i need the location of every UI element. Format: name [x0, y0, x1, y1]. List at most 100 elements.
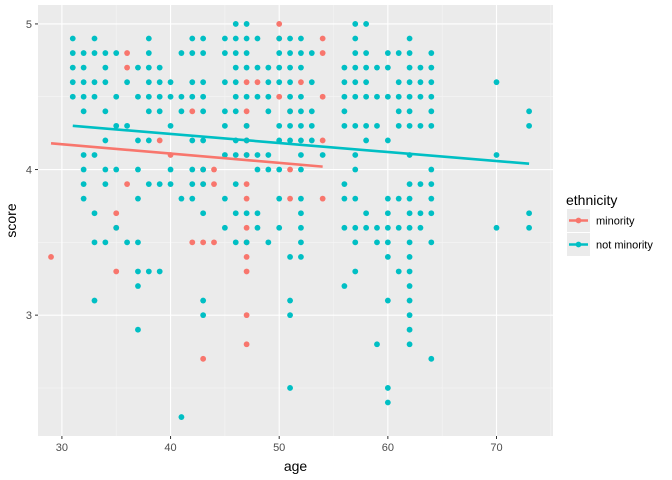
data-point-not-minority [406, 195, 413, 202]
data-point-not-minority [526, 224, 532, 231]
data-point-not-minority [145, 108, 152, 115]
data-point-not-minority [319, 152, 326, 158]
data-point-not-minority [384, 50, 391, 56]
data-point-not-minority [113, 122, 120, 129]
data-point-not-minority [91, 239, 98, 246]
y-axis-ticks: 3 4 5 [26, 19, 38, 322]
data-point-not-minority [428, 355, 435, 362]
legend: ethnicity minority not minority [566, 192, 653, 256]
data-point-not-minority [352, 122, 359, 129]
data-point-not-minority [374, 122, 380, 129]
data-point-not-minority [384, 297, 391, 304]
data-point-minority [189, 108, 196, 115]
data-point-not-minority [384, 224, 391, 231]
data-point-not-minority [406, 268, 413, 275]
data-point-not-minority [384, 210, 391, 217]
data-point-not-minority [276, 224, 283, 231]
data-point-not-minority [395, 50, 402, 56]
data-point-not-minority [91, 93, 98, 100]
data-point-not-minority [135, 195, 141, 202]
data-point-minority [113, 210, 120, 217]
data-point-not-minority [395, 108, 402, 115]
x-tick-label: 30 [56, 442, 68, 454]
data-point-not-minority [428, 122, 435, 129]
data-point-not-minority [352, 239, 359, 246]
data-point-not-minority [200, 210, 207, 217]
data-point-not-minority [298, 224, 304, 231]
data-point-not-minority [406, 64, 413, 71]
data-point-not-minority [363, 93, 370, 100]
data-point-not-minority [232, 108, 239, 115]
data-point-not-minority [374, 64, 380, 71]
data-point-not-minority [113, 166, 120, 173]
data-point-minority [211, 239, 217, 246]
data-point-minority [319, 93, 326, 100]
data-point-not-minority [135, 268, 141, 275]
data-point-not-minority [232, 93, 239, 100]
data-point-not-minority [406, 312, 413, 319]
data-point-not-minority [221, 35, 228, 42]
x-axis-title: age [284, 458, 308, 474]
data-point-not-minority [167, 79, 174, 86]
data-point-not-minority [406, 341, 413, 348]
data-point-not-minority [341, 181, 348, 187]
data-point-not-minority [287, 254, 293, 260]
legend-label-minority: minority [596, 216, 635, 228]
data-point-minority [189, 239, 196, 246]
data-point-not-minority [243, 210, 250, 217]
data-point-not-minority [384, 399, 391, 406]
data-point-not-minority [406, 224, 413, 231]
data-point-not-minority [341, 283, 348, 289]
data-point-not-minority [384, 385, 391, 391]
data-point-not-minority [428, 210, 435, 217]
data-point-minority [243, 312, 250, 319]
data-point-not-minority [352, 195, 359, 202]
data-point-not-minority [341, 224, 348, 231]
data-point-minority [243, 254, 250, 260]
data-point-not-minority [69, 35, 76, 42]
data-point-not-minority [135, 64, 141, 71]
data-point-minority [124, 64, 130, 71]
data-point-not-minority [395, 79, 402, 86]
data-point-not-minority [156, 79, 163, 86]
data-point-not-minority [341, 79, 348, 86]
x-tick-label: 40 [164, 442, 176, 454]
data-point-not-minority [232, 181, 239, 187]
data-point-not-minority [287, 64, 293, 71]
data-point-minority [319, 137, 326, 144]
data-point-minority [48, 254, 54, 260]
data-point-not-minority [178, 93, 185, 100]
data-point-not-minority [145, 93, 152, 100]
data-point-not-minority [80, 79, 87, 86]
data-point-not-minority [287, 35, 293, 42]
data-point-not-minority [526, 122, 532, 129]
data-point-not-minority [102, 64, 109, 71]
data-point-not-minority [167, 93, 174, 100]
data-point-minority [298, 79, 304, 86]
data-point-not-minority [145, 181, 152, 187]
data-point-not-minority [80, 50, 87, 56]
data-point-not-minority [352, 64, 359, 71]
data-point-not-minority [276, 35, 283, 42]
data-point-not-minority [91, 152, 98, 158]
data-point-not-minority [406, 297, 413, 304]
data-point-not-minority [384, 195, 391, 202]
data-point-minority [200, 355, 207, 362]
data-point-not-minority [352, 93, 359, 100]
data-point-not-minority [406, 239, 413, 246]
data-point-not-minority [221, 122, 228, 129]
data-point-not-minority [406, 326, 413, 333]
data-point-not-minority [395, 93, 402, 100]
data-point-minority [276, 93, 283, 100]
data-point-not-minority [417, 181, 424, 187]
data-point-not-minority [493, 152, 500, 158]
data-point-not-minority [221, 224, 228, 231]
data-point-not-minority [243, 50, 250, 56]
data-point-not-minority [298, 50, 304, 56]
data-point-minority [124, 50, 130, 56]
data-point-not-minority [189, 166, 196, 173]
data-point-not-minority [341, 64, 348, 71]
data-point-not-minority [145, 268, 152, 275]
data-point-not-minority [406, 79, 413, 86]
data-point-not-minority [287, 93, 293, 100]
